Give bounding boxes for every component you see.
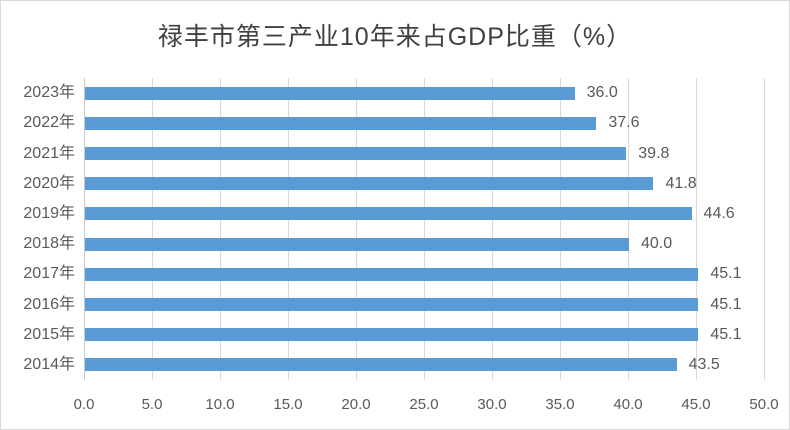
x-tick-label: 20.0 <box>341 396 371 413</box>
gridline <box>424 78 425 380</box>
gridline <box>220 78 221 380</box>
bar <box>85 116 597 130</box>
category-label: 2014年 <box>23 355 75 373</box>
bar-value-label: 39.8 <box>638 144 670 162</box>
x-tick-label: 5.0 <box>141 396 163 413</box>
bar <box>85 237 629 251</box>
category-label: 2015年 <box>23 325 75 343</box>
category-label: 2019年 <box>23 204 75 222</box>
x-tick-label: 30.0 <box>477 396 507 413</box>
category-label: 2022年 <box>23 114 75 132</box>
y-axis-line <box>84 78 85 380</box>
gridline <box>696 78 697 380</box>
category-label: 2017年 <box>23 265 75 283</box>
bar <box>85 358 677 372</box>
gridline <box>628 78 629 380</box>
bar-value-label: 45.1 <box>710 295 742 313</box>
gridline <box>356 78 357 380</box>
bar-value-label: 40.0 <box>641 235 673 253</box>
bar <box>85 328 699 342</box>
gridline <box>560 78 561 380</box>
gridline <box>288 78 289 380</box>
gridline <box>152 78 153 380</box>
gridline <box>492 78 493 380</box>
x-tick-label: 40.0 <box>613 396 643 413</box>
x-tick-label: 10.0 <box>205 396 235 413</box>
category-label: 2021年 <box>23 144 75 162</box>
x-tick-label: 50.0 <box>749 396 779 413</box>
category-label: 2016年 <box>23 295 75 313</box>
bar <box>85 147 627 160</box>
bar <box>85 207 692 221</box>
bar <box>85 86 575 100</box>
gridline <box>764 78 765 380</box>
x-tick-label: 15.0 <box>273 396 303 413</box>
x-tick-label: 25.0 <box>409 396 439 413</box>
bar-value-label: 41.8 <box>665 174 697 192</box>
category-label: 2018年 <box>23 235 75 253</box>
bar <box>85 177 654 191</box>
bar-value-label: 37.6 <box>608 114 640 132</box>
bar-value-label: 45.1 <box>710 265 742 283</box>
category-label: 2023年 <box>23 84 75 102</box>
bar-value-label: 45.1 <box>710 325 742 343</box>
chart-title: 禄丰市第三产业10年来占GDP比重（%） <box>157 23 633 51</box>
bar <box>85 298 699 311</box>
bar-value-label: 36.0 <box>586 84 618 102</box>
category-label: 2020年 <box>23 174 75 192</box>
x-tick-label: 0.0 <box>73 396 95 413</box>
x-tick-label: 35.0 <box>545 396 575 413</box>
x-tick-label: 45.0 <box>681 396 711 413</box>
bar-value-label: 43.5 <box>688 355 720 373</box>
bar-value-label: 44.6 <box>703 204 735 222</box>
bar <box>85 267 699 281</box>
